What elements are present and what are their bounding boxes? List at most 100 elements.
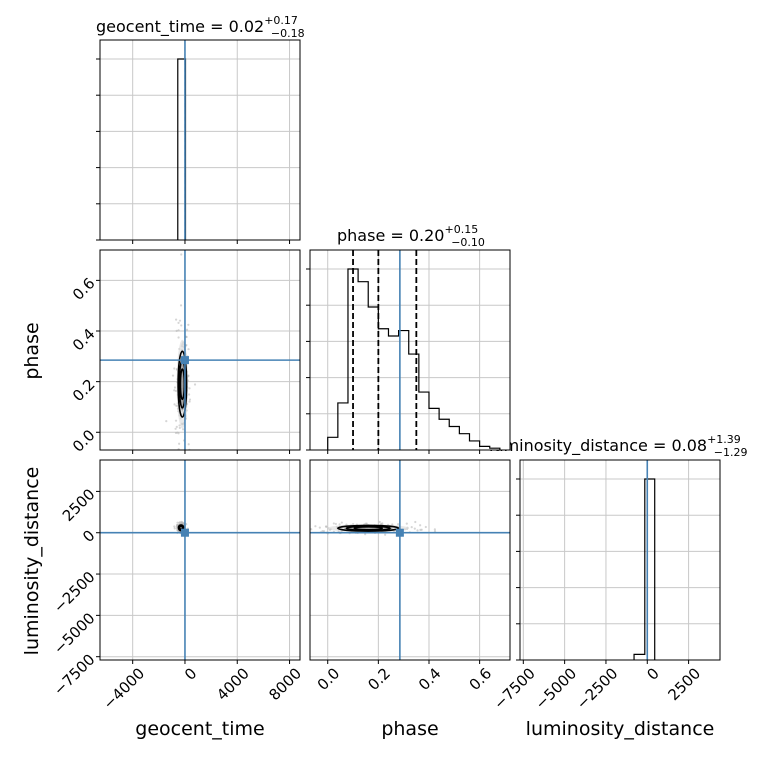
x-tick-label-luminosity_distance: 2500 xyxy=(664,664,704,704)
sample-point xyxy=(188,393,191,396)
panel-luminosity_distance-vs-phase xyxy=(309,459,511,664)
panel-content xyxy=(310,250,510,450)
sample-point xyxy=(187,443,190,446)
sample-point xyxy=(188,398,192,401)
sample-point xyxy=(188,400,191,403)
y-tick-label-luminosity_distance: 0 xyxy=(79,527,98,546)
sample-point xyxy=(332,522,335,525)
sample-point xyxy=(174,427,177,430)
panel-content xyxy=(520,460,720,660)
sample-point xyxy=(378,520,381,524)
y-tick-label-luminosity_distance: −5000 xyxy=(50,609,99,658)
sample-point xyxy=(310,528,313,531)
panel-background xyxy=(520,460,720,660)
sample-point xyxy=(413,527,416,530)
sample-point xyxy=(318,526,321,529)
sample-point xyxy=(178,319,182,322)
truth-marker xyxy=(395,528,404,537)
x-tick-label-geocent_time: 8000 xyxy=(265,664,305,704)
density-contour xyxy=(177,350,188,418)
sample-point xyxy=(174,389,178,393)
x-tick-label-geocent_time: 4000 xyxy=(213,664,253,704)
xlabel-phase: phase xyxy=(381,718,438,740)
sample-point xyxy=(182,428,185,431)
panel-border xyxy=(309,249,511,451)
density-contour xyxy=(353,525,384,531)
y-tick-label-luminosity_distance: −7500 xyxy=(50,651,99,700)
sample-point xyxy=(171,374,175,377)
sample-point xyxy=(185,328,189,331)
title-phase: phase = 0.20+0.15 −0.10 xyxy=(337,223,485,249)
panel-border xyxy=(519,459,721,661)
sample-point xyxy=(314,525,317,528)
panel-luminosity_distance-vs-geocent_time xyxy=(96,459,301,664)
y-tick-label-phase: 0.6 xyxy=(69,274,99,304)
panel-phase-vs-phase xyxy=(306,249,511,454)
x-tick-label-luminosity_distance: 0 xyxy=(643,664,662,683)
panel-background xyxy=(310,250,510,450)
sample-point xyxy=(397,523,400,526)
sample-point xyxy=(176,521,179,524)
sample-point xyxy=(180,324,183,327)
sample-point xyxy=(173,403,176,406)
y-tick-label-luminosity_distance: 2500 xyxy=(59,485,99,525)
panel-background xyxy=(100,250,300,450)
y-tick-label-phase: 0.0 xyxy=(69,426,99,456)
sample-point xyxy=(419,528,422,531)
sample-point xyxy=(178,521,181,524)
sample-point xyxy=(384,533,387,536)
ylabel-phase: phase xyxy=(21,322,43,379)
sample-point xyxy=(334,522,337,526)
panel-background xyxy=(310,460,510,660)
sample-point xyxy=(433,528,436,531)
panel-geocent_time-vs-geocent_time xyxy=(96,39,301,244)
histogram-phase xyxy=(327,268,501,450)
sample-point xyxy=(433,530,437,533)
x-tick-label-phase: 0.6 xyxy=(466,664,496,694)
xlabel-geocent-time: geocent_time xyxy=(135,718,264,740)
sample-point xyxy=(175,318,178,321)
x-tick-label-phase: 0.4 xyxy=(415,664,445,694)
sample-point xyxy=(180,253,183,256)
panel-border xyxy=(99,249,301,451)
panel-luminosity_distance-vs-luminosity_distance xyxy=(516,459,721,664)
sample-point xyxy=(419,524,422,527)
sample-point xyxy=(177,336,180,339)
panel-border xyxy=(309,459,511,661)
panel-background xyxy=(100,40,300,240)
sample-point xyxy=(324,525,328,528)
panel-phase-vs-geocent_time xyxy=(96,249,301,454)
histogram-luminosity_distance xyxy=(633,478,656,660)
truth-marker xyxy=(180,528,189,537)
panel-content xyxy=(100,460,300,660)
sample-point xyxy=(321,530,324,533)
title-geocent-time: geocent_time = 0.02+0.17 −0.18 xyxy=(96,14,305,40)
sample-point xyxy=(410,525,413,529)
sample-point xyxy=(391,523,394,526)
ylabel-luminosity-distance: luminosity_distance xyxy=(21,467,43,656)
sample-point xyxy=(173,527,176,530)
sample-point xyxy=(178,426,181,429)
sample-point xyxy=(174,431,178,435)
sample-point xyxy=(188,387,191,390)
sample-point xyxy=(187,348,190,351)
sample-point xyxy=(177,321,180,325)
sample-point xyxy=(173,386,177,389)
x-tick-label-luminosity_distance: −2500 xyxy=(573,664,622,713)
sample-point xyxy=(187,323,190,326)
sample-point xyxy=(414,520,417,524)
y-tick-label-luminosity_distance: −2500 xyxy=(50,568,99,617)
panel-background xyxy=(100,460,300,660)
x-tick-label-luminosity_distance: −5000 xyxy=(532,664,581,713)
xlabel-luminosity-distance: luminosity_distance xyxy=(526,718,715,740)
sample-point xyxy=(173,389,176,392)
panel-border xyxy=(99,39,301,241)
sample-point xyxy=(340,521,343,524)
y-tick-label-phase: 0.2 xyxy=(69,375,99,405)
x-tick-label-geocent_time: 0 xyxy=(181,664,200,683)
x-tick-label-phase: 0.0 xyxy=(314,664,344,694)
density-contour xyxy=(337,524,400,532)
sample-point xyxy=(182,522,185,525)
sample-point xyxy=(364,533,367,536)
